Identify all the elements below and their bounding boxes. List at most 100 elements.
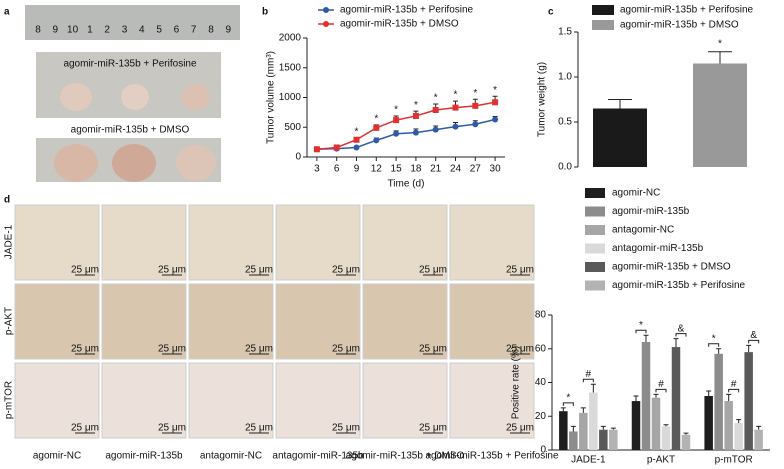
scale-bar-label: 25 μm [158, 423, 186, 434]
y-tick-label: 40 [535, 377, 547, 388]
y-tick-label: 80 [535, 310, 547, 321]
row-label: p-AKT [4, 307, 15, 335]
marker [373, 137, 380, 144]
error-bar [708, 51, 732, 64]
ruler-label: 4 [139, 25, 145, 36]
significance-bracket [562, 402, 574, 406]
significance-bracket [655, 388, 667, 393]
x-tick-label: 3 [314, 164, 320, 175]
bar [599, 429, 608, 450]
panel-label: d [4, 195, 10, 206]
legend-label: agomir-NC [612, 188, 660, 199]
marker [353, 136, 360, 143]
ruler-label: 8 [208, 25, 214, 36]
marker [373, 124, 380, 131]
bar [593, 108, 647, 167]
x-tick-label: 27 [470, 164, 482, 175]
y-tick-label: 500 [284, 122, 301, 133]
scale-bar-label: 25 μm [71, 265, 99, 276]
scale-bar-label: 25 μm [158, 265, 186, 276]
bar [589, 392, 598, 450]
bar [579, 412, 588, 450]
marker [412, 129, 419, 136]
bar [724, 401, 733, 450]
legend-swatch [592, 5, 614, 15]
marker [353, 144, 360, 151]
marker [432, 106, 439, 113]
tumor [176, 145, 216, 181]
legend-marker [323, 21, 329, 27]
ruler-label: 9 [226, 25, 232, 36]
tumor [54, 144, 98, 182]
error-bar [663, 424, 669, 427]
column-label: agomir-NC [33, 451, 81, 462]
significance-mark: * [434, 93, 438, 104]
y-tick-label: 1.5 [558, 27, 572, 38]
legend-swatch [585, 280, 605, 291]
ihc-image [275, 204, 361, 281]
significance-mark: & [750, 330, 757, 341]
ihc-image [362, 362, 448, 439]
error-bar [560, 407, 566, 412]
bar [661, 426, 671, 450]
marker [452, 104, 459, 111]
scale-bar-label: 25 μm [245, 423, 273, 434]
ihc-image [449, 283, 535, 360]
legend-label: agomir-miR-135b + Perifosine [612, 280, 746, 291]
x-tick-label: 18 [410, 164, 422, 175]
panel-label: b [262, 7, 268, 18]
ruler-label: 3 [122, 25, 128, 36]
ihc-image [101, 204, 187, 281]
error-bar [756, 425, 762, 430]
ruler-label: 10 [67, 25, 79, 36]
error-bar [570, 425, 576, 432]
scale-bar-label: 25 μm [419, 265, 447, 276]
x-tick-label: p-AKT [647, 455, 675, 466]
legend-swatch [592, 20, 614, 30]
legend-swatch [585, 225, 605, 235]
ruler [25, 5, 240, 40]
marker [472, 121, 479, 128]
ihc-image [449, 204, 535, 281]
line [316, 118, 496, 151]
bar [631, 401, 641, 450]
significance-mark: & [678, 323, 685, 334]
line [316, 101, 496, 151]
error-bar [716, 348, 722, 354]
scale-bar-label: 25 μm [158, 344, 186, 355]
ruler-label: 2 [104, 25, 110, 36]
ihc-image [188, 362, 274, 439]
marker [333, 144, 340, 151]
ruler-label: 1 [87, 25, 93, 36]
x-axis-label: Time (d) [388, 179, 425, 190]
significance-mark: * [473, 88, 477, 99]
y-tick-label: 1000 [279, 92, 302, 103]
y-axis-label: Tumor weight (g) [537, 62, 548, 137]
column-label: agomir-miR-135b [105, 451, 183, 462]
x-tick-label: 24 [450, 164, 462, 175]
y-tick-label: 1.0 [558, 72, 572, 83]
error-bar [610, 427, 616, 430]
ruler-label: 6 [174, 25, 180, 36]
marker [452, 123, 459, 130]
bar [641, 342, 651, 450]
y-axis-label: Tumor volume (mm³) [266, 51, 277, 144]
ruler-label: 5 [156, 25, 162, 36]
x-tick-label: p-mTOR [715, 455, 753, 466]
marker [432, 126, 439, 133]
bar [671, 347, 681, 450]
y-tick-label: 0 [295, 152, 301, 163]
legend-label: agomir-miR-135b + Perifosine [620, 5, 754, 16]
x-tick-label: 6 [334, 164, 340, 175]
significance-mark: * [374, 114, 378, 125]
marker [393, 130, 400, 137]
bar [569, 431, 578, 450]
ihc-image [275, 362, 361, 439]
scale-bar-label: 25 μm [506, 344, 534, 355]
tumor [121, 84, 149, 110]
ihc-image [188, 204, 274, 281]
scale-bar-label: 25 μm [506, 265, 534, 276]
marker [472, 102, 479, 109]
error-bar [673, 338, 679, 348]
